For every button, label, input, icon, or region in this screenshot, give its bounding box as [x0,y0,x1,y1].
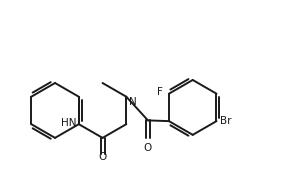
Text: O: O [144,143,152,153]
Text: F: F [157,87,163,97]
Text: HN: HN [61,118,77,128]
Text: O: O [98,152,107,162]
Text: Br: Br [220,116,232,126]
Text: N: N [128,97,136,107]
